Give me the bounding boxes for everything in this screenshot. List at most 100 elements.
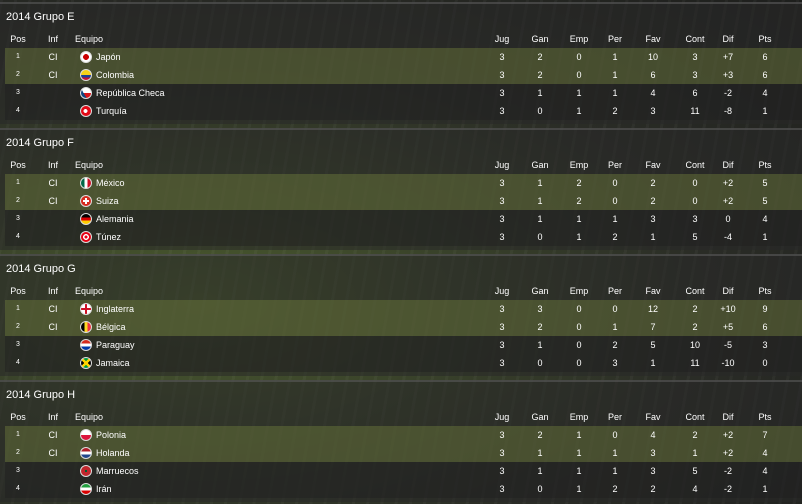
column-header-pos[interactable]: Pos	[10, 286, 26, 296]
cell-jug: 3	[499, 484, 505, 494]
column-header-equipo[interactable]: Equipo	[75, 34, 104, 44]
table-row[interactable]: 1 CI 3 2 0 1 10 3 +7 6 Japón	[5, 48, 802, 66]
cell-pts: 5	[762, 178, 768, 188]
column-header-emp[interactable]: Emp	[569, 412, 589, 422]
column-header-per[interactable]: Per	[607, 412, 622, 422]
column-header-equipo[interactable]: Equipo	[75, 160, 104, 170]
cell-gan: 0	[537, 232, 543, 242]
column-header-emp[interactable]: Emp	[569, 34, 589, 44]
team-name-link[interactable]: Bélgica	[96, 322, 126, 332]
column-header-dif[interactable]: Dif	[722, 286, 734, 296]
column-header-fav[interactable]: Fav	[645, 160, 661, 170]
table-row[interactable]: 3 3 1 1 1 4 6 -2 4 República Checa	[5, 84, 802, 102]
column-header-pts[interactable]: Pts	[758, 286, 772, 296]
table-row[interactable]: 2 CI 3 2 0 1 7 2 +5 6 Bélgica	[5, 318, 802, 336]
table-header: Pos Inf Jug Gan Emp Per Fav Cont Dif Pts Equipo	[5, 30, 802, 48]
table-row[interactable]: 3 3 1 1 1 3 5 -2 4 Marruecos	[5, 462, 802, 480]
column-header-jug[interactable]: Jug	[494, 34, 510, 44]
team-name-link[interactable]: Japón	[96, 52, 121, 62]
table-row[interactable]: 4 3 0 1 2 1 5 -4 1 Túnez	[5, 228, 802, 246]
column-header-gan[interactable]: Gan	[531, 160, 549, 170]
table-row[interactable]: 2 CI 3 1 1 1 3 1 +2 4 Holanda	[5, 444, 802, 462]
column-header-cont[interactable]: Cont	[685, 412, 705, 422]
column-header-equipo[interactable]: Equipo	[75, 286, 104, 296]
column-header-inf[interactable]: Inf	[47, 160, 58, 170]
column-header-dif[interactable]: Dif	[722, 34, 734, 44]
team-name-link[interactable]: República Checa	[96, 88, 165, 98]
table-row[interactable]: 3 3 1 1 1 3 3 0 4 Alemania	[5, 210, 802, 228]
cell-jug: 3	[499, 88, 505, 98]
column-header-cont[interactable]: Cont	[685, 286, 705, 296]
team-name-link[interactable]: Holanda	[96, 448, 130, 458]
table-row[interactable]: 4 3 0 0 3 1 11 -10 0 Jamaica	[5, 354, 802, 372]
team-name-link[interactable]: Marruecos	[96, 466, 139, 476]
column-header-pos[interactable]: Pos	[10, 34, 26, 44]
column-header-jug[interactable]: Jug	[494, 160, 510, 170]
group-panel: 2014 Grupo F Pos Inf Jug Gan Emp Per Fav Cont Di…	[0, 128, 802, 250]
column-header-dif[interactable]: Dif	[722, 412, 734, 422]
team-name-link[interactable]: México	[96, 178, 125, 188]
table-row[interactable]: 2 CI 3 2 0 1 6 3 +3 6 Colombia	[5, 66, 802, 84]
flag-poland-icon	[80, 429, 92, 441]
table-row[interactable]: 1 CI 3 1 2 0 2 0 +2 5 México	[5, 174, 802, 192]
team-name-link[interactable]: Jamaica	[96, 358, 130, 368]
cell-pts: 1	[762, 232, 768, 242]
column-header-gan[interactable]: Gan	[531, 286, 549, 296]
column-header-inf[interactable]: Inf	[47, 34, 58, 44]
table-row[interactable]: 2 CI 3 1 2 0 2 0 +2 5 Suiza	[5, 192, 802, 210]
column-header-jug[interactable]: Jug	[494, 412, 510, 422]
cell-dif: +10	[720, 304, 736, 314]
team-name-link[interactable]: Turquía	[96, 106, 127, 116]
cell-fav: 3	[650, 448, 656, 458]
column-header-pts[interactable]: Pts	[758, 160, 772, 170]
flag-switzerland-icon	[80, 195, 92, 207]
column-header-fav[interactable]: Fav	[645, 286, 661, 296]
column-header-emp[interactable]: Emp	[569, 160, 589, 170]
column-header-fav[interactable]: Fav	[645, 34, 661, 44]
column-header-pts[interactable]: Pts	[758, 34, 772, 44]
cell-fav: 3	[650, 466, 656, 476]
column-header-pos[interactable]: Pos	[10, 160, 26, 170]
cell-fav: 1	[650, 358, 656, 368]
cell-jug: 3	[499, 106, 505, 116]
cell-pos: 2	[16, 197, 20, 204]
cell-inf: CI	[48, 70, 58, 80]
group-panel: 2014 Grupo E Pos Inf Jug Gan Emp Per Fav Cont Di…	[0, 2, 802, 124]
table-row[interactable]: 4 3 0 1 2 2 4 -2 1 Irán	[5, 480, 802, 498]
column-header-dif[interactable]: Dif	[722, 160, 734, 170]
column-header-pts[interactable]: Pts	[758, 412, 772, 422]
column-header-jug[interactable]: Jug	[494, 286, 510, 296]
table-row[interactable]: 1 CI 3 3 0 0 12 2 +10 9 Inglaterra	[5, 300, 802, 318]
column-header-equipo[interactable]: Equipo	[75, 412, 104, 422]
column-header-cont[interactable]: Cont	[685, 34, 705, 44]
cell-gan: 2	[537, 70, 543, 80]
cell-gan: 1	[537, 466, 543, 476]
column-header-per[interactable]: Per	[607, 34, 622, 44]
team-name-link[interactable]: Alemania	[96, 214, 134, 224]
column-header-gan[interactable]: Gan	[531, 34, 549, 44]
cell-gan: 2	[537, 322, 543, 332]
cell-pos: 4	[16, 485, 20, 492]
table-row[interactable]: 3 3 1 0 2 5 10 -5 3 Paraguay	[5, 336, 802, 354]
team-name-link[interactable]: Inglaterra	[96, 304, 135, 314]
column-header-gan[interactable]: Gan	[531, 412, 549, 422]
team-name-link[interactable]: Colombia	[96, 70, 135, 80]
column-header-per[interactable]: Per	[607, 160, 622, 170]
cell-jug: 3	[499, 358, 505, 368]
team-name-link[interactable]: Polonia	[96, 430, 127, 440]
column-header-emp[interactable]: Emp	[569, 286, 589, 296]
team-name-link[interactable]: Suiza	[96, 196, 119, 206]
column-header-per[interactable]: Per	[607, 286, 622, 296]
cell-cont: 3	[692, 70, 698, 80]
team-name-link[interactable]: Paraguay	[96, 340, 135, 350]
column-header-pos[interactable]: Pos	[10, 412, 26, 422]
column-header-cont[interactable]: Cont	[685, 160, 705, 170]
team-name-link[interactable]: Irán	[96, 484, 112, 494]
table-row[interactable]: 1 CI 3 2 1 0 4 2 +2 7 Polonia	[5, 426, 802, 444]
column-header-inf[interactable]: Inf	[47, 286, 58, 296]
column-header-inf[interactable]: Inf	[47, 412, 58, 422]
team-name-link[interactable]: Túnez	[96, 232, 122, 242]
table-row[interactable]: 4 3 0 1 2 3 11 -8 1 Turquía	[5, 102, 802, 120]
column-header-fav[interactable]: Fav	[645, 412, 661, 422]
cell-cont: 10	[689, 340, 700, 350]
